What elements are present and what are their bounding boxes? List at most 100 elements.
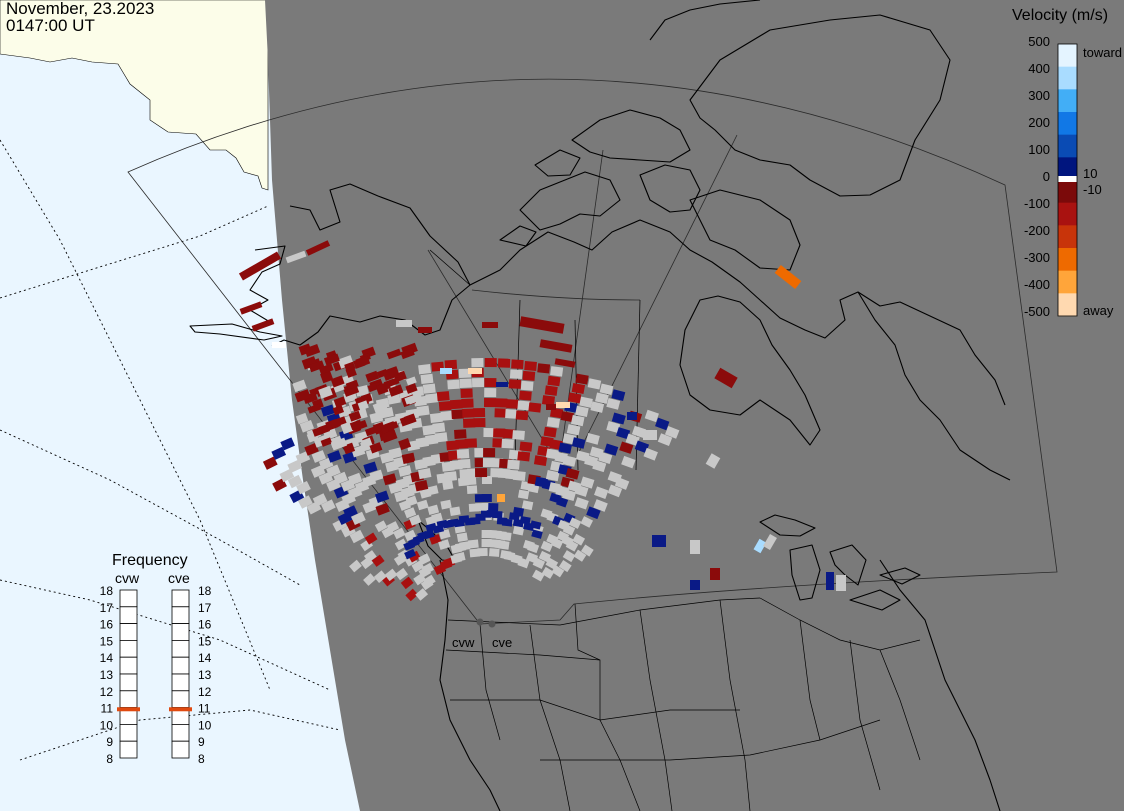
frequency-tick-right: 17 (198, 601, 212, 615)
scatter-cell (598, 451, 613, 464)
scatter-cell (423, 574, 436, 587)
frequency-cell (119, 673, 138, 692)
scatter-cell (408, 550, 421, 563)
scatter-cell (532, 569, 545, 582)
frequency-cell (171, 640, 190, 658)
scatter-cell (416, 405, 430, 417)
scatter-cell (440, 499, 452, 510)
scatter-cell (574, 484, 589, 497)
scatter-cell (363, 461, 378, 474)
velocity-tick-label: -500 (1024, 304, 1050, 319)
scatter-cell (550, 537, 564, 549)
scatter-cell (299, 419, 315, 433)
frequency-markers (117, 707, 192, 712)
scatter-cell (524, 361, 537, 371)
scatter-cell (320, 437, 333, 447)
velocity-tick-label: 0 (1043, 169, 1050, 184)
scatter-cell (527, 542, 540, 554)
scatter-cell (652, 535, 666, 547)
scatter-cell (388, 384, 404, 397)
scatter-cell (438, 539, 451, 550)
scatter-cell (585, 432, 600, 445)
scatter-cell (562, 524, 576, 536)
frequency-cell (119, 640, 138, 658)
frequency-tick-left: 16 (100, 618, 114, 632)
scatter-cell (318, 385, 333, 399)
velocity-toward-label: toward (1083, 45, 1122, 60)
scatter-cell (562, 550, 576, 563)
scatter-cell (440, 410, 454, 421)
scatter-cell (304, 343, 321, 358)
scatter-cell (405, 376, 417, 386)
scatter-cell (382, 366, 400, 380)
scatter-cell (425, 434, 439, 445)
scatter-cell (449, 506, 461, 516)
scatter-cell (657, 433, 673, 447)
velocity-color-band (1058, 180, 1077, 204)
frequency-cell (171, 724, 190, 742)
scatter-cell (580, 544, 594, 557)
frequency-tick-right: 12 (198, 685, 212, 699)
scatter-cell (404, 413, 417, 425)
scatter-cell (714, 367, 738, 389)
date-text: November, 23.2023 (6, 0, 155, 18)
scatter-cell (369, 442, 383, 454)
scatter-cell (355, 355, 371, 368)
radar-site-cve (488, 620, 496, 628)
scatter-cell (367, 381, 384, 393)
scatter-cell (398, 465, 412, 477)
scatter-cell (521, 500, 534, 511)
scatter-cell (763, 533, 777, 551)
frequency-cell (119, 656, 138, 675)
scatter-cell (539, 339, 573, 353)
night-region (265, 0, 1124, 811)
scatter-cell (560, 411, 574, 423)
scatter-cell (382, 473, 397, 486)
scatter-cell (416, 499, 429, 511)
scatter-cell (287, 459, 302, 473)
velocity-scale: Velocity (m/s) 500 400 300 200 100 0 -100 -200 -… (1012, 7, 1122, 319)
scatter-cell (411, 560, 425, 573)
scatter-cell (347, 472, 363, 486)
scatter-cell (440, 368, 452, 374)
scatter-cell (459, 378, 472, 389)
scatter-cell (464, 438, 478, 448)
scatter-cell (519, 441, 533, 452)
day-land-area (0, 0, 269, 191)
scatter-cell (611, 389, 626, 401)
scatter-cell (471, 358, 484, 368)
scatter-cell (606, 397, 621, 410)
timestamp: November, 23.2023 0147:00 UT (6, 0, 154, 34)
frequency-tick-left: 8 (106, 752, 113, 766)
scatter-cell (558, 442, 573, 454)
scatter-cell (517, 400, 531, 411)
scatter-cell (532, 557, 546, 570)
scatter-cell (312, 493, 328, 507)
scatter-cell (294, 389, 311, 403)
scatter-cell (449, 399, 463, 410)
scatter-cell (327, 450, 342, 463)
scatter-cell (517, 489, 530, 500)
scatter-cell (533, 455, 548, 467)
scatter-cell (501, 518, 513, 527)
velocity-color-band (1058, 202, 1077, 226)
scatter-cell (459, 541, 471, 551)
scatter-cell (420, 373, 434, 385)
frequency-cell (171, 740, 190, 759)
radar-site-cvw (476, 618, 484, 626)
frequency-cell (119, 589, 138, 608)
scatter-cell (372, 400, 388, 414)
scatter-cell (363, 550, 377, 563)
scatter-cell (611, 412, 626, 425)
scatter-cell (494, 408, 507, 418)
scatter-cell (405, 588, 419, 602)
scatter-cell (502, 428, 516, 439)
scatter-cell (558, 560, 572, 573)
scatter-cell (705, 453, 721, 469)
frequency-cell (119, 724, 138, 742)
frequency-cell (171, 656, 190, 675)
scatter-cell (627, 412, 637, 420)
scatter-cell (400, 576, 414, 590)
scatter-cell (468, 539, 479, 549)
scatter-cell (357, 400, 369, 411)
